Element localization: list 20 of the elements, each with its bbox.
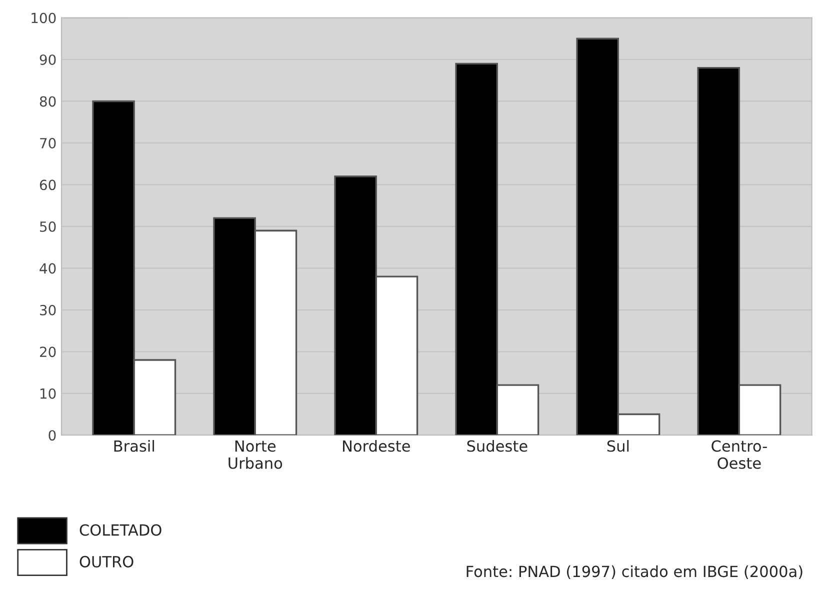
legend-label: COLETADO — [80, 524, 162, 536]
x-tick-label: Nordeste — [343, 440, 410, 452]
y-tick-label: 100 — [32, 12, 56, 24]
y-tick-label: 50 — [40, 221, 56, 232]
y-tick-label: 40 — [40, 263, 56, 274]
x-tick-label: Centro- Oeste — [712, 440, 767, 469]
source-note: Fonte: PNAD (1997) citado em IBGE (2000a) — [466, 565, 802, 579]
y-tick-label: 20 — [40, 346, 56, 358]
x-tick-label: Sul — [607, 440, 629, 452]
y-tick-label: 30 — [40, 304, 56, 316]
y-tick-label: 0 — [48, 430, 56, 441]
y-tick-label: 10 — [40, 388, 56, 399]
y-tick-label: 90 — [40, 54, 56, 65]
x-tick-label: Sudeste — [467, 440, 528, 452]
x-tick-label: Norte Urbano — [228, 440, 282, 469]
y-tick-label: 70 — [40, 138, 56, 148]
y-tick-label: 80 — [40, 96, 56, 107]
y-tick-label: 60 — [40, 180, 56, 190]
legend-label: OUTRO — [80, 556, 134, 568]
x-tick-label: Brasil — [114, 440, 154, 452]
